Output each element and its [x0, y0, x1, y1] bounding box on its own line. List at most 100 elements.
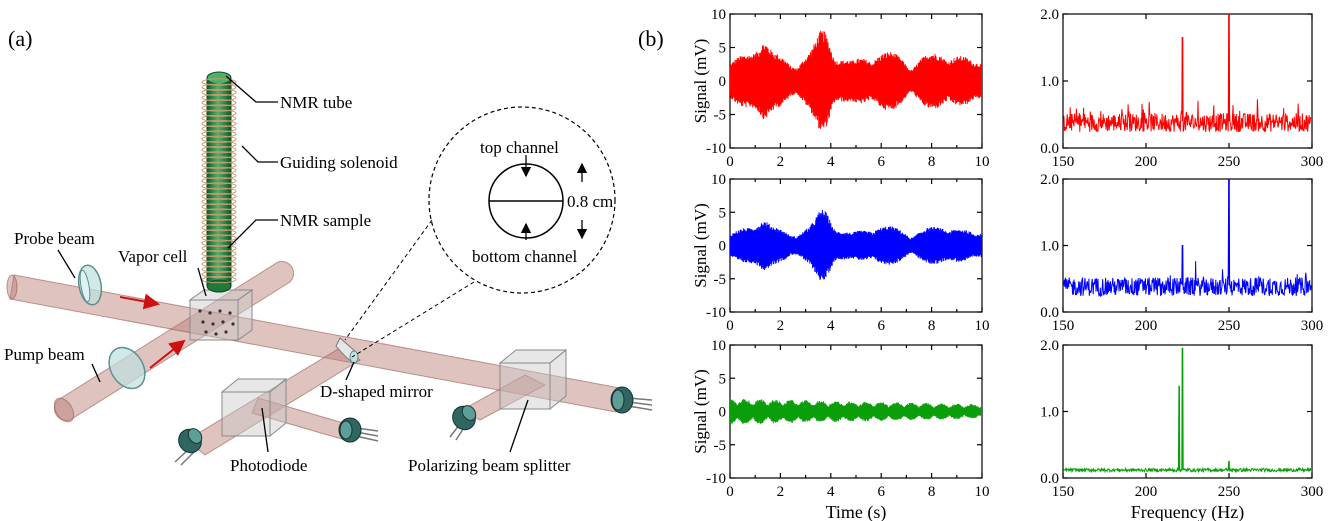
solenoid-coil [201, 93, 237, 102]
y-tick-label: 2.0 [1040, 7, 1059, 23]
guiding-solenoid-leader [241, 145, 278, 163]
y-axis-label: Signal (mV) [691, 39, 710, 124]
plot-frame [1062, 344, 1313, 479]
x-tick-label: 4 [827, 318, 835, 334]
solenoid-coil [201, 99, 237, 107]
y-axis-label: Signal (mV) [691, 369, 710, 454]
solenoid-coil [201, 151, 237, 159]
label-nmr-tube: NMR tube [280, 93, 352, 112]
panel-b-label: (b) [638, 26, 664, 51]
solenoid-coil [201, 177, 237, 185]
x-tick-label: 10 [975, 484, 990, 500]
nmr-sample-leader [227, 219, 278, 249]
y-tick-label: -5 [714, 108, 727, 124]
x-tick-label: 2 [777, 318, 785, 334]
panel-a-label: (a) [8, 26, 32, 51]
solenoid-coil [201, 260, 237, 268]
solenoid-coil [201, 244, 237, 253]
x-tick-label: 6 [877, 318, 885, 334]
solenoid-coil [201, 275, 237, 284]
guiding-solenoid [201, 78, 237, 284]
polarizing-beam-splitter-left [220, 377, 288, 438]
x-tick-label: 6 [877, 154, 885, 170]
x-tick-label: 8 [928, 154, 936, 170]
y-tick-label: 0 [719, 239, 727, 255]
x-tick-label: 300 [1301, 484, 1324, 500]
solenoid-coil [201, 249, 237, 258]
y-tick-label: 1.0 [1040, 74, 1059, 90]
solenoid-coil [201, 270, 237, 279]
y-tick-label: 1.0 [1040, 239, 1059, 255]
x-tick-label: 4 [827, 484, 835, 500]
y-tick-label: -10 [706, 141, 726, 157]
solenoid-coil [201, 166, 237, 175]
label-guiding-solenoid: Guiding solenoid [280, 153, 398, 172]
label-vapor-cell: Vapor cell [118, 247, 188, 266]
x-tick-label: 200 [1135, 154, 1158, 170]
solenoid-coil [201, 239, 237, 247]
solenoid-coil [201, 135, 237, 143]
solenoid-coil [201, 104, 237, 112]
x-tick-label: 2 [777, 484, 785, 500]
d-shaped-mirror-leader [345, 361, 355, 381]
pump-direction-arrow [149, 339, 186, 369]
pump-lens [108, 346, 146, 390]
y-tick-label: 0 [719, 74, 727, 90]
x-tick-label: 200 [1135, 318, 1158, 334]
solenoid-coil [201, 88, 237, 97]
solenoid-coil [201, 203, 237, 211]
x-tick-label: 4 [827, 154, 835, 170]
solenoid-coil [201, 213, 237, 221]
y-tick-label: 1.0 [1040, 405, 1059, 421]
x-tick-label: 250 [1218, 318, 1241, 334]
solenoid-coil [201, 197, 237, 206]
x-tick-label: 150 [1052, 484, 1075, 500]
x-tick-label: 250 [1218, 484, 1241, 500]
photodiode-right-end [610, 386, 653, 414]
signal-trace [730, 30, 982, 129]
photodiode-middle [338, 417, 379, 443]
y-tick-label: 5 [719, 41, 727, 57]
solenoid-coil [201, 192, 237, 201]
plot-frame [1062, 13, 1313, 149]
probe-beam-leader [57, 249, 76, 279]
y-tick-label: 0.0 [1040, 471, 1059, 487]
y-tick-label: 10 [711, 338, 726, 354]
solenoid-coil [201, 187, 237, 195]
chart-spectrum-red: 150 200 250 300 0.0 1.0 2.0 [1040, 7, 1323, 170]
y-tick-label: -5 [714, 272, 727, 288]
solenoid-coil [201, 182, 237, 190]
inset-top-channel: top channel [480, 138, 559, 157]
vapor-cell-leader [197, 267, 207, 297]
x-tick-label: 250 [1218, 154, 1241, 170]
solenoid-coil [201, 171, 237, 180]
solenoid-coil [201, 255, 237, 263]
label-d-shaped-mirror: D-shaped mirror [320, 382, 433, 401]
solenoid-coil [201, 156, 237, 164]
probe-lens [77, 264, 103, 306]
solenoid-coil [201, 218, 237, 227]
solenoid-coil [201, 145, 237, 154]
chart-spectrum-blue: 150 200 250 300 0.0 1.0 2.0 [1040, 172, 1323, 334]
y-axis-label: Signal (mV) [691, 203, 710, 288]
inset-dimension: 0.8 cm [567, 192, 613, 211]
x-tick-label: 2 [777, 154, 785, 170]
label-probe-beam: Probe beam [14, 229, 95, 248]
x-tick-label: 8 [928, 484, 936, 500]
panel-a: (a) [4, 26, 653, 475]
photodiode-leader [261, 407, 269, 453]
x-tick-label: 300 [1301, 154, 1324, 170]
y-tick-label: -10 [706, 305, 726, 321]
channel-inset: top channel bottom channel 0.8 cm [344, 106, 616, 358]
solenoid-coil [201, 119, 237, 128]
solenoid-coil [201, 161, 237, 169]
solenoid-coil [201, 140, 237, 149]
pump-beam-leader [91, 363, 101, 383]
polarizing-beam-splitter-right [498, 348, 568, 411]
x-axis-label: Frequency (Hz) [1131, 502, 1244, 521]
